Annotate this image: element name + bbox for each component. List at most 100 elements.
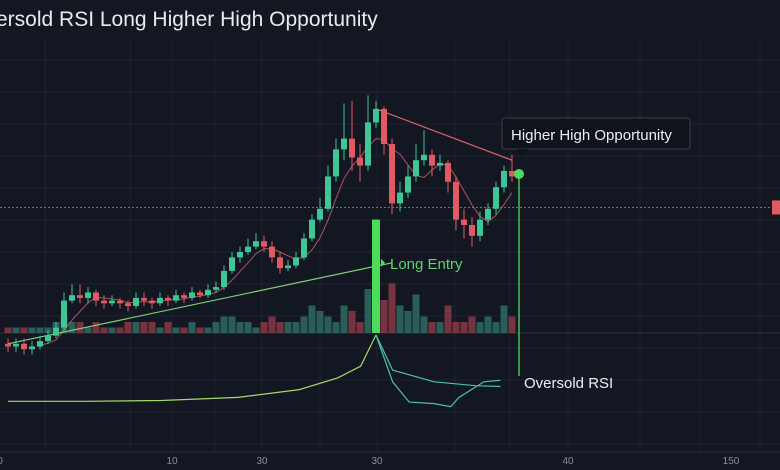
candle-body bbox=[245, 246, 251, 252]
volume-bar bbox=[444, 305, 452, 333]
trendline bbox=[375, 108, 513, 161]
volume-bar bbox=[44, 327, 52, 333]
volume-bar bbox=[420, 316, 428, 333]
volume-bar bbox=[156, 327, 164, 333]
volume-bar bbox=[396, 305, 404, 333]
rsi-line-green bbox=[8, 334, 377, 402]
volume-bar bbox=[204, 327, 212, 333]
volume-bar bbox=[180, 327, 188, 333]
candle-body bbox=[117, 300, 123, 304]
candle-body bbox=[181, 295, 187, 298]
volume-bar bbox=[412, 294, 420, 333]
volume-bar bbox=[140, 322, 148, 333]
long-entry-label: Long Entry bbox=[390, 256, 463, 273]
candle-body bbox=[269, 246, 275, 258]
candle-body bbox=[61, 300, 67, 328]
volume-bar bbox=[404, 311, 412, 333]
candle-body bbox=[93, 292, 99, 301]
candle-body bbox=[69, 295, 75, 301]
volume-bar bbox=[76, 322, 84, 333]
x-tick-label: 10 bbox=[166, 456, 178, 467]
volume-bar bbox=[116, 327, 124, 333]
volume-bar bbox=[236, 322, 244, 333]
volume-bar bbox=[500, 305, 508, 333]
rsi-line-cyan-a bbox=[375, 334, 501, 388]
volume-bar bbox=[28, 327, 36, 333]
volume-bar bbox=[292, 322, 300, 333]
candle-body bbox=[149, 300, 155, 304]
candle-body bbox=[341, 138, 347, 150]
price-level-tag bbox=[772, 200, 780, 215]
volume-bar bbox=[364, 289, 372, 333]
candle-body bbox=[405, 176, 411, 193]
candle-body bbox=[469, 225, 475, 236]
candle-body bbox=[165, 297, 171, 301]
long-entry-arrow-icon bbox=[381, 258, 385, 267]
volume-bar bbox=[212, 322, 220, 333]
candle-body bbox=[101, 300, 107, 304]
candle-body bbox=[509, 171, 515, 177]
candle-body bbox=[197, 292, 203, 296]
volume-bar bbox=[268, 316, 276, 333]
volume-bar bbox=[380, 300, 388, 333]
volume-bar bbox=[220, 316, 228, 333]
volume-bar bbox=[388, 283, 396, 333]
x-tick-label: 30 bbox=[256, 456, 268, 467]
volume-bar bbox=[492, 322, 500, 333]
volume-bar bbox=[468, 316, 476, 333]
volume-bar bbox=[164, 322, 172, 333]
candle-body bbox=[357, 157, 363, 166]
candle-body bbox=[445, 162, 451, 182]
candle-body bbox=[189, 292, 195, 298]
moving-average-line bbox=[39, 138, 513, 346]
candle-body bbox=[373, 108, 379, 123]
candle-body bbox=[277, 257, 283, 269]
candle-body bbox=[141, 297, 147, 301]
candle-body bbox=[125, 303, 131, 306]
volume-bar bbox=[4, 327, 12, 333]
candle-body bbox=[29, 346, 35, 350]
candle-body bbox=[309, 219, 315, 239]
candle-body bbox=[77, 295, 83, 298]
candle-body bbox=[21, 343, 27, 350]
candle-body bbox=[477, 219, 483, 236]
candle-body bbox=[485, 208, 491, 220]
volume-bar bbox=[316, 311, 324, 333]
candle-body bbox=[397, 192, 403, 204]
tooltip-pointer bbox=[518, 149, 528, 157]
volume-bar bbox=[172, 327, 180, 333]
candle-body bbox=[37, 341, 43, 347]
volume-bar bbox=[428, 322, 436, 333]
volume-bar bbox=[300, 316, 308, 333]
candle-body bbox=[317, 208, 323, 220]
x-tick-label: 0 bbox=[0, 456, 3, 467]
higher-high-label: Higher High Opportunity bbox=[511, 127, 672, 144]
volume-bar bbox=[228, 316, 236, 333]
volume-bar bbox=[308, 305, 316, 333]
volume-bar bbox=[460, 322, 468, 333]
candle-body bbox=[301, 238, 307, 258]
volume-bar bbox=[108, 327, 116, 333]
candle-body bbox=[133, 297, 139, 306]
candle-body bbox=[253, 241, 259, 247]
volume-bar bbox=[276, 322, 284, 333]
candle-body bbox=[205, 289, 211, 296]
volume-bar bbox=[124, 322, 132, 333]
x-tick-label: 40 bbox=[562, 456, 574, 467]
candle-body bbox=[45, 335, 51, 342]
volume-bar bbox=[252, 327, 260, 333]
candle-body bbox=[213, 287, 219, 290]
candle-body bbox=[429, 154, 435, 166]
volume-bar bbox=[92, 322, 100, 333]
candle-body bbox=[5, 343, 11, 347]
volume-bar bbox=[188, 322, 196, 333]
candle-body bbox=[285, 265, 291, 269]
volume-bar bbox=[356, 322, 364, 333]
volume-bar bbox=[36, 327, 44, 333]
volume-bar bbox=[148, 322, 156, 333]
candle-body bbox=[381, 108, 387, 144]
candle-body bbox=[229, 257, 235, 271]
long-entry-bar bbox=[372, 219, 380, 333]
candle-body bbox=[53, 327, 59, 336]
